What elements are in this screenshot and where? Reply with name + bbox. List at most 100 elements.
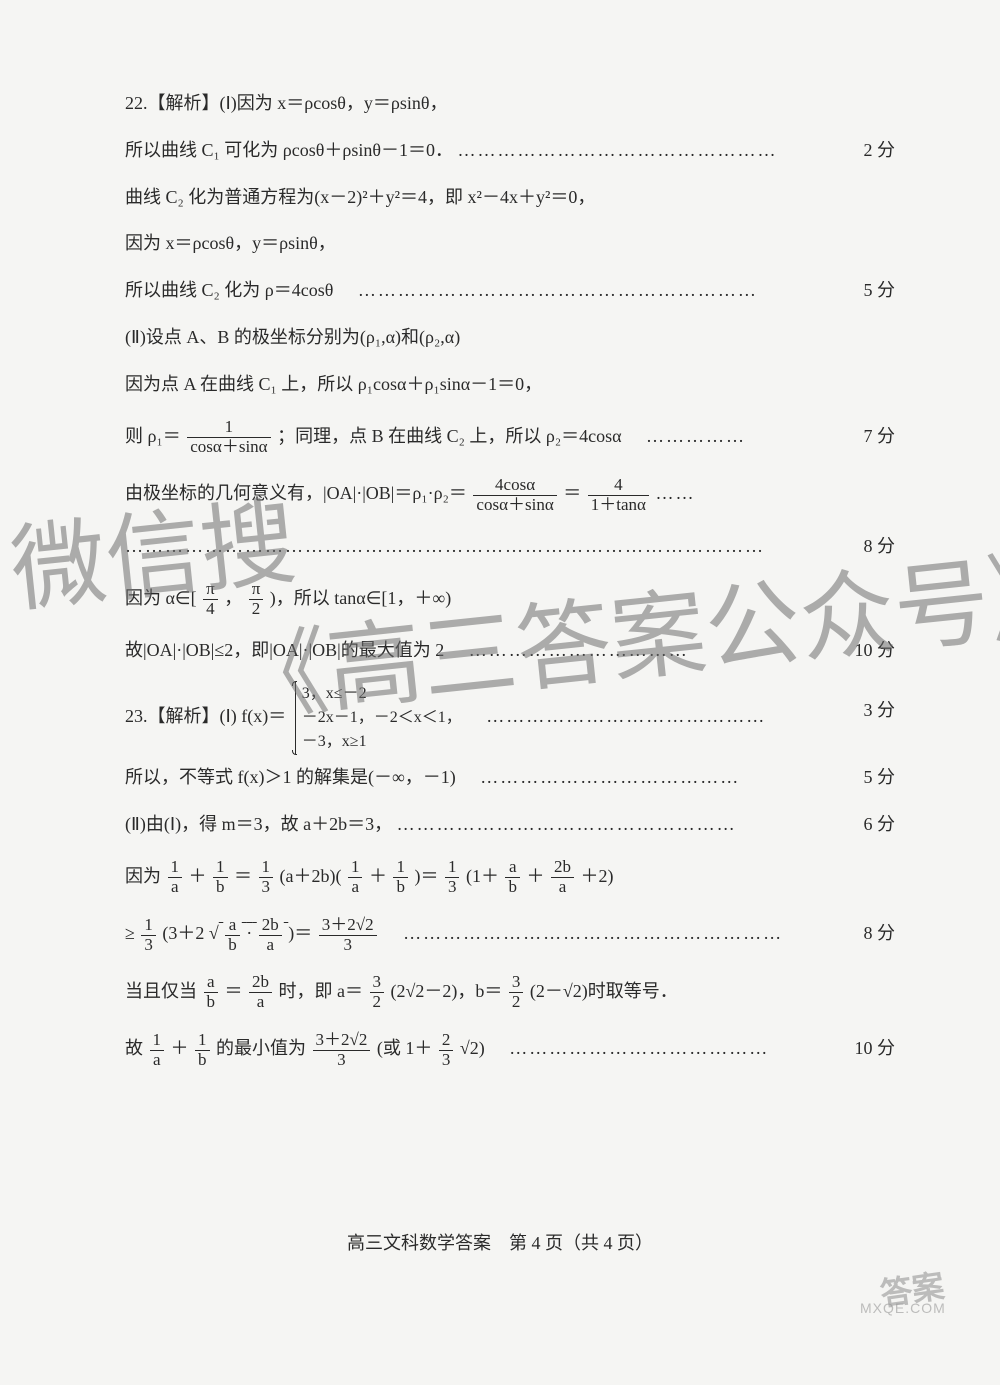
- dots: …………………………………………: [458, 140, 778, 160]
- score-10: 10 分: [855, 627, 896, 674]
- dots: …………………………………: [489, 1038, 769, 1058]
- text: 23.【解析】(Ⅰ) f(x)＝: [125, 706, 286, 726]
- text: (a＋2b)(: [280, 866, 342, 886]
- op: ＋: [526, 866, 544, 886]
- text: (2－√2)时取等号．: [530, 981, 678, 1001]
- fraction: 32: [370, 973, 385, 1011]
- q23-line6: 当且仅当 ab ＝ 2ba 时，即 a＝ 32 (2√2－2)，b＝ 32 (2…: [125, 963, 895, 1021]
- q22-line1: 22.【解析】(Ⅰ)因为 x＝ρcosθ，y＝ρsinθ，: [125, 80, 895, 127]
- text: 的最小值为: [216, 1038, 306, 1058]
- text: 所以，不等式 f(x)＞1 的解集是(－∞，－1): [125, 767, 456, 787]
- num: 4: [588, 476, 649, 496]
- text: (2√2－2)，b＝: [391, 981, 503, 1001]
- op: ＝: [225, 981, 243, 1001]
- q23-line2: 所以，不等式 f(x)＞1 的解集是(－∞，－1) ………………………………… …: [125, 754, 895, 801]
- fraction: 1a: [348, 858, 363, 896]
- q23-line3: (Ⅱ)由(Ⅰ)，得 m＝3，故 a＋2b＝3， ……………………………………………: [125, 801, 895, 848]
- score-6: 6 分: [864, 801, 896, 848]
- text: 所以曲线 C₂ 化为 ρ＝4cosθ: [125, 280, 333, 300]
- den: 2: [509, 993, 524, 1012]
- op: ＋: [189, 866, 207, 886]
- num: 3: [370, 973, 385, 993]
- comma: ，: [224, 588, 242, 608]
- num: 1: [195, 1031, 210, 1051]
- num: 1: [150, 1031, 165, 1051]
- num: 2b: [551, 858, 574, 878]
- q23-line1: 23.【解析】(Ⅰ) f(x)＝ 3，x≤－2 －2x－1，－2＜x＜1， －3…: [125, 682, 895, 754]
- fraction: ab: [505, 858, 520, 896]
- num: 3＋2√2: [313, 1031, 371, 1051]
- num: 1: [168, 858, 183, 878]
- den: a: [259, 936, 282, 955]
- fraction: ab: [225, 916, 240, 954]
- den: cosα＋sinα: [187, 438, 270, 457]
- text: 则 ρ₁＝: [125, 426, 181, 446]
- score-10: 10 分: [855, 1020, 896, 1078]
- den: cosα＋sinα: [473, 496, 556, 515]
- brace-row: 3，x≤－2: [302, 682, 462, 706]
- fraction: 1a: [150, 1031, 165, 1069]
- num: 2: [439, 1031, 454, 1051]
- op: ·: [246, 923, 252, 943]
- den: b: [204, 993, 219, 1012]
- fraction: 1 cosα＋sinα: [187, 418, 270, 456]
- text: 时，即 a＝: [279, 981, 364, 1001]
- text: (1＋: [466, 866, 499, 886]
- fraction: 13: [141, 916, 156, 954]
- fraction: 23: [439, 1031, 454, 1069]
- num: 1: [259, 858, 274, 878]
- num: 3＋2√2: [319, 916, 377, 936]
- q23-line7: 故 1a ＋ 1b 的最小值为 3＋2√23 (或 1＋ 23 √2) ……………: [125, 1020, 895, 1078]
- num: 1: [141, 916, 156, 936]
- dots: ……………………………………………………: [338, 280, 758, 300]
- q22-line6: (Ⅱ)设点 A、B 的极坐标分别为(ρ₁,α)和(ρ₂,α): [125, 314, 895, 361]
- den: 3: [439, 1051, 454, 1070]
- text: (或 1＋: [377, 1038, 433, 1058]
- q22-line9b: …………………………………………………………………………………… 8 分: [125, 523, 895, 570]
- text: 当且仅当: [125, 981, 197, 1001]
- q22-line7: 因为点 A 在曲线 C₁ 上，所以 ρ₁cosα＋ρ₁sinα－1＝0，: [125, 361, 895, 408]
- q22-line5: 所以曲线 C₂ 化为 ρ＝4cosθ …………………………………………………… …: [125, 267, 895, 314]
- fraction: 2ba: [249, 973, 272, 1011]
- score-2: 2 分: [864, 127, 896, 174]
- text: 故|OA|·|OB|≤2，即|OA|·|OB|的最大值为 2: [125, 640, 444, 660]
- text: )，所以 tanα∈[1，＋∞): [270, 588, 451, 608]
- fraction: π 2: [249, 580, 264, 618]
- den: b: [213, 878, 228, 897]
- piecewise-brace: 3，x≤－2 －2x－1，－2＜x＜1， －3，x≥1: [295, 682, 462, 754]
- fraction: 1b: [213, 858, 228, 896]
- num: a: [225, 916, 240, 936]
- den: a: [249, 993, 272, 1012]
- den: b: [505, 878, 520, 897]
- op: ＋: [369, 866, 387, 886]
- num: 2b: [259, 916, 282, 936]
- eq: ＝: [563, 483, 581, 503]
- fraction: 13: [445, 858, 460, 896]
- num: a: [505, 858, 520, 878]
- dots: ……: [655, 483, 695, 503]
- den: 4: [203, 600, 218, 619]
- sqrt-body: ab · 2ba: [219, 923, 289, 943]
- num: 1: [393, 858, 408, 878]
- score-7: 7 分: [864, 408, 896, 466]
- text: 因为: [125, 866, 161, 886]
- den: b: [225, 936, 240, 955]
- text: )＝: [414, 866, 438, 886]
- fraction: 1b: [393, 858, 408, 896]
- dots: ……………: [626, 426, 746, 446]
- den: 3: [313, 1051, 371, 1070]
- fraction: 32: [509, 973, 524, 1011]
- q22-line8: 则 ρ₁＝ 1 cosα＋sinα ；同理，点 B 在曲线 C₂ 上，所以 ρ₂…: [125, 408, 895, 466]
- num: 3: [509, 973, 524, 993]
- den: 2: [370, 993, 385, 1012]
- fraction: π 4: [203, 580, 218, 618]
- fraction: 3＋2√23: [319, 916, 377, 954]
- fraction: 2ba: [259, 916, 282, 954]
- text: 由极坐标的几何意义有，|OA|·|OB|＝ρ₁·ρ₂＝: [125, 483, 467, 503]
- text: 故: [125, 1038, 143, 1058]
- text: 因为 α∈[: [125, 588, 197, 608]
- fraction: 1a: [168, 858, 183, 896]
- den: b: [195, 1051, 210, 1070]
- page-footer: 高三文科数学答案 第 4 页（共 4 页）: [0, 1229, 1000, 1255]
- den: 3: [445, 878, 460, 897]
